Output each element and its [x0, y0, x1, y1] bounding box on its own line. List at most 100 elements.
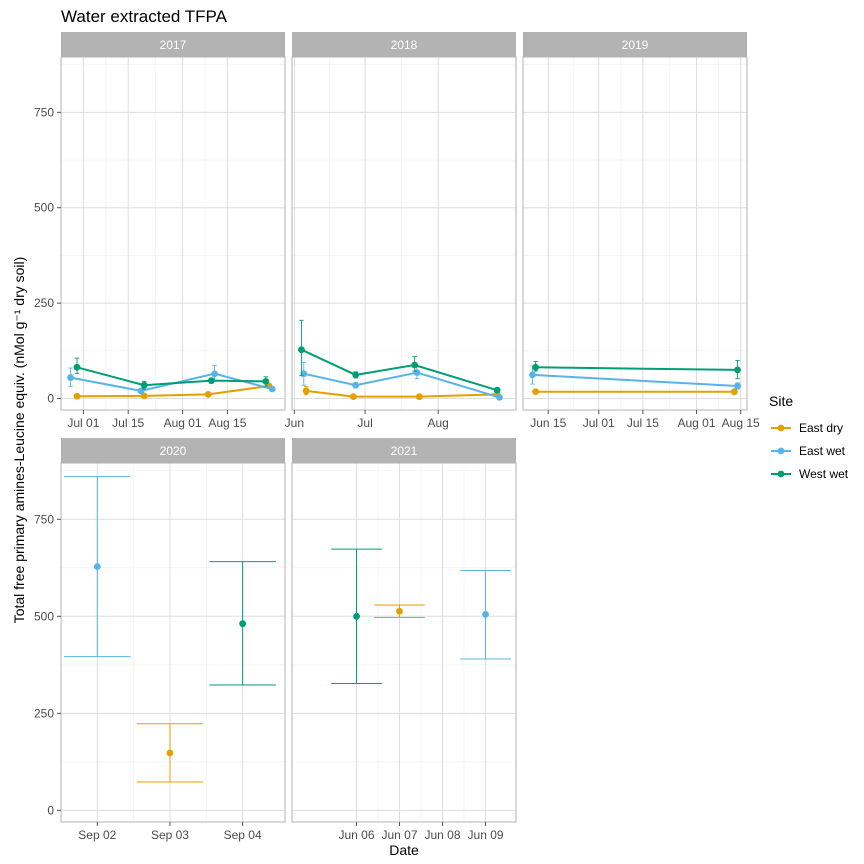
- series-east-wet: [460, 570, 511, 660]
- series-line: [532, 373, 738, 387]
- facet-strip: [292, 438, 516, 463]
- series-line: [535, 366, 738, 371]
- panel-2019: 2019 Jun 15 Jul 01 Jul 15 Aug 01 Aug 15: [522, 32, 760, 430]
- facet-strip-label: 2017: [160, 38, 187, 52]
- chart-title: Water extracted TFPA: [61, 7, 228, 26]
- panel-border: [60, 56, 286, 411]
- data-point: [166, 749, 174, 757]
- series-west-wet: [209, 561, 276, 686]
- data-point: [67, 374, 74, 381]
- y-tick-label: 250: [34, 296, 54, 310]
- facet-strip: [523, 32, 747, 57]
- x-tick-label: Sep 02: [78, 828, 116, 842]
- series-line: [305, 389, 498, 398]
- data-point: [73, 363, 81, 371]
- legend-label: East wet: [799, 444, 846, 458]
- panel-background: [60, 462, 286, 823]
- x-tick-label: Jun 15: [530, 416, 566, 430]
- panel-border: [291, 56, 517, 411]
- data-point: [298, 346, 305, 354]
- x-axis-title: Date: [389, 842, 419, 858]
- legend-item-east-wet: East wet: [771, 444, 846, 458]
- panel-background: [522, 56, 748, 411]
- legend-key-point: [777, 424, 785, 432]
- legend-label: West wet: [799, 467, 849, 481]
- facet-strip: [61, 438, 285, 463]
- y-tick-label: 500: [34, 201, 54, 215]
- x-tick-label: Jun 06: [338, 828, 374, 842]
- x-tick-label: Sep 04: [224, 828, 262, 842]
- x-tick-label: Aug 15: [722, 416, 760, 430]
- data-point: [93, 563, 101, 571]
- y-tick-label: 750: [34, 105, 54, 119]
- x-tick-label: Jun 09: [468, 828, 504, 842]
- panel-2020: 2020 Sep 02 Sep 03 Sep 04 0 250 500 750: [34, 438, 286, 842]
- series-east-wet: [300, 361, 503, 401]
- panel-2018: 2018 Jun Jul Aug: [285, 32, 517, 430]
- data-point: [415, 393, 423, 401]
- legend-key-point: [777, 470, 785, 478]
- series-west-wet: [298, 319, 501, 394]
- facet-strip-label: 2018: [391, 38, 418, 52]
- y-tick-label: 0: [47, 392, 54, 406]
- series-east-wet: [529, 365, 741, 390]
- data-point: [140, 381, 148, 389]
- data-point: [140, 392, 148, 400]
- x-tick-label: Jul 15: [627, 416, 659, 430]
- x-tick-label: Jun: [285, 416, 304, 430]
- x-tick-label: Jul 01: [583, 416, 615, 430]
- data-point: [208, 377, 215, 385]
- x-tick-label: Jul: [357, 416, 372, 430]
- facet-strip: [292, 32, 516, 57]
- legend-title: Site: [769, 393, 793, 409]
- facet-strip-label: 2020: [160, 444, 187, 458]
- data-point: [411, 361, 419, 369]
- legend-label: East dry: [799, 421, 843, 435]
- data-point: [302, 387, 310, 395]
- data-point: [352, 381, 360, 389]
- chart-panels: 2017 Jul 01 Jul 15 Aug 01 Aug 15 0 250 500 750 20…: [34, 32, 760, 842]
- legend-item-east-dry: East dry: [771, 421, 843, 435]
- series-east-dry: [532, 388, 738, 396]
- data-point: [204, 390, 212, 398]
- data-point: [352, 371, 360, 379]
- y-tick-label: 750: [34, 512, 54, 526]
- x-tick-label: Jul 01: [67, 416, 99, 430]
- x-tick-label: Jul 15: [112, 416, 144, 430]
- y-tick-label: 0: [47, 803, 54, 817]
- series-line: [303, 371, 500, 399]
- data-point: [734, 366, 741, 374]
- x-tick-label: Aug 01: [164, 416, 202, 430]
- legend-item-west-wet: West wet: [771, 467, 849, 481]
- series-line: [76, 366, 266, 387]
- data-point: [73, 392, 81, 400]
- data-point: [532, 388, 540, 396]
- legend-key-point: [777, 447, 785, 455]
- series-line: [76, 385, 270, 398]
- panel-2017: 2017 Jul 01 Jul 15 Aug 01 Aug 15 0 250 500 750: [34, 32, 286, 430]
- panel-background: [291, 462, 517, 823]
- series-east-wet: [64, 476, 131, 658]
- data-point: [137, 387, 145, 395]
- panel-background: [60, 56, 286, 411]
- data-point: [211, 370, 219, 378]
- series-west-wet: [331, 548, 382, 684]
- x-tick-label: Jun 07: [382, 828, 418, 842]
- data-point: [734, 382, 741, 390]
- data-point: [353, 612, 360, 620]
- data-point: [268, 385, 276, 393]
- panel-border: [522, 56, 748, 411]
- legend: Site East dry East wet West wet: [769, 393, 849, 481]
- data-point: [493, 386, 501, 394]
- data-point: [496, 394, 503, 401]
- data-point: [529, 371, 536, 379]
- series-west-wet: [73, 357, 270, 390]
- y-tick-label: 250: [34, 706, 54, 720]
- data-point: [730, 388, 738, 396]
- panel-2021: 2021 Jun 06 Jun 07 Jun 08 Jun 09: [291, 438, 517, 842]
- data-point: [349, 393, 357, 401]
- facet-strip-label: 2021: [391, 444, 418, 458]
- data-point: [532, 363, 540, 371]
- facet-strip-label: 2019: [622, 38, 649, 52]
